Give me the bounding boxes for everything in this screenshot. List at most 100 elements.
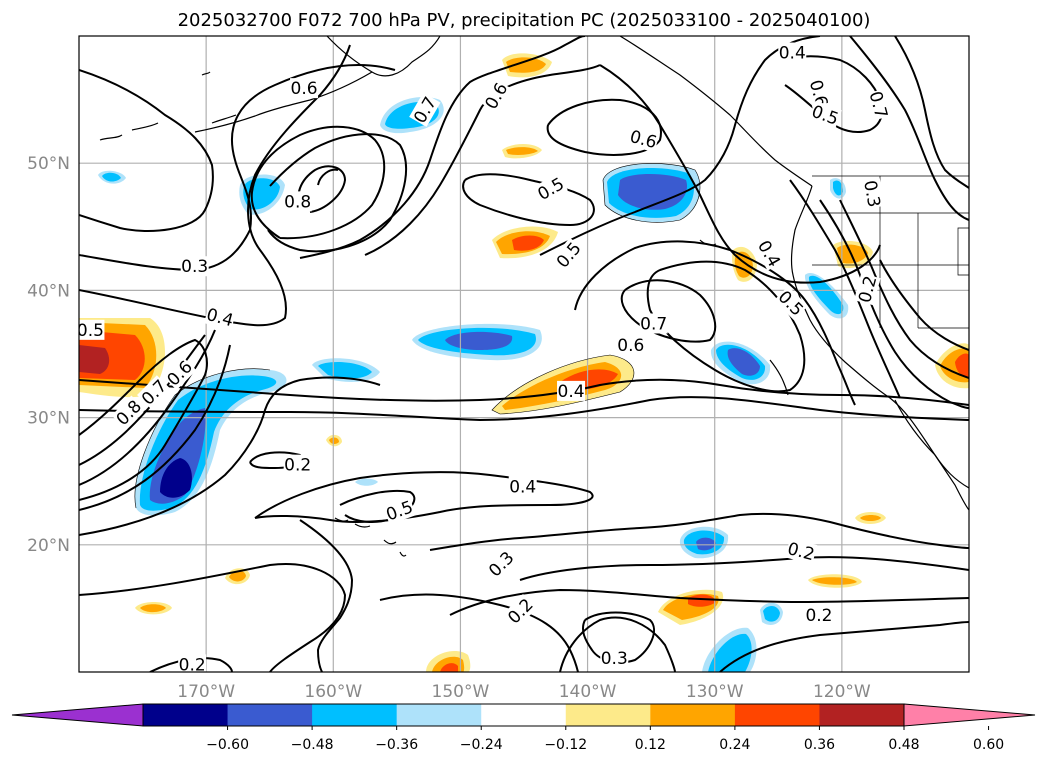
contour-label: 0.2 bbox=[805, 606, 832, 626]
lat-tick-label: 50°N bbox=[27, 154, 70, 174]
pv-contour bbox=[620, 279, 717, 343]
colorbar-tick-label: 0.48 bbox=[888, 737, 919, 753]
lat-tick-label: 40°N bbox=[27, 281, 70, 301]
border-states bbox=[812, 176, 969, 329]
pv-contour bbox=[317, 168, 339, 186]
lat-tick-label: 20°N bbox=[27, 536, 70, 556]
pv-contour bbox=[364, 64, 601, 256]
contour-label-bg bbox=[865, 88, 893, 121]
contour-label-bg bbox=[804, 604, 833, 625]
latitude-axis: 20°N 30°N 40°N 50°N bbox=[27, 154, 70, 556]
contour-label-bg bbox=[382, 496, 416, 525]
pv-contour-outline-thin bbox=[134, 163, 701, 509]
pv-contour bbox=[339, 489, 416, 523]
pv-contour bbox=[519, 556, 969, 581]
negative-precip-areas bbox=[98, 97, 849, 672]
contour-label-bg bbox=[753, 236, 786, 271]
lat-tick-label: 30°N bbox=[27, 409, 70, 429]
contour-label: 0.4 bbox=[779, 44, 806, 64]
contour-label: 0.6 bbox=[291, 79, 318, 99]
contour-label-bg bbox=[178, 654, 207, 672]
pv-contour bbox=[559, 616, 676, 672]
contour-label: 0.3 bbox=[859, 179, 883, 209]
pv-contour bbox=[849, 36, 969, 221]
pv-contour bbox=[719, 621, 969, 672]
colorbar: −0.60 −0.48 −0.36 −0.24 −0.12 0.12 0.24 0.36 0.4… bbox=[11, 703, 1036, 753]
colorbar-tick-label: −0.36 bbox=[375, 737, 418, 753]
coastline-bc-alaska-panhandle bbox=[619, 36, 813, 187]
lon-tick-label: 170°W bbox=[177, 682, 235, 702]
pv-contour bbox=[149, 657, 233, 672]
contour-label-bg bbox=[785, 537, 818, 565]
pv-contour bbox=[879, 259, 969, 351]
colorbar-segment bbox=[312, 704, 398, 726]
contour-label-bg bbox=[79, 319, 105, 340]
pv-contour bbox=[79, 69, 214, 232]
colorbar-tick-label: 0.36 bbox=[804, 737, 835, 753]
colorbar-tick-label: 0.60 bbox=[973, 737, 1004, 753]
contour-label-bg bbox=[484, 546, 519, 581]
contour-label-bg bbox=[111, 395, 146, 430]
contour-label-bg bbox=[774, 286, 808, 321]
contour-label-bg bbox=[204, 303, 237, 331]
contour-label-bg bbox=[290, 78, 319, 99]
pv-contour bbox=[299, 36, 586, 259]
contour-label-bg bbox=[503, 593, 538, 628]
colorbar-segment bbox=[481, 704, 567, 726]
contour-label: 0.3 bbox=[181, 257, 208, 277]
contour-label-bg bbox=[180, 256, 209, 277]
contour-label-bg bbox=[616, 335, 645, 356]
colorbar-frame bbox=[142, 703, 905, 727]
coastline-us-west bbox=[790, 185, 969, 511]
contour-label-bg bbox=[480, 78, 512, 113]
pv-contour bbox=[79, 396, 969, 422]
pv-contour bbox=[79, 64, 396, 272]
pv-contour bbox=[250, 125, 386, 240]
contour-label-bg bbox=[854, 273, 881, 306]
contour-label-bg bbox=[600, 648, 629, 669]
colorbar-segment bbox=[227, 704, 313, 726]
colorbar-tick-label: −0.48 bbox=[291, 737, 334, 753]
lon-tick-label: 130°W bbox=[686, 682, 744, 702]
colorbar-tick-label: −0.24 bbox=[460, 737, 503, 753]
contour-label-bg bbox=[808, 100, 842, 130]
contour-label-bg bbox=[162, 356, 197, 391]
pv-contour bbox=[79, 563, 347, 672]
colorbar-tick-label: 0.24 bbox=[719, 737, 750, 753]
contour-label: 0.6 bbox=[617, 336, 644, 356]
colorbar-segment bbox=[650, 704, 736, 726]
contour-labels: 0.60.7 0.60.40.6 0.70.50.60.8 0.50.50.30.40… bbox=[77, 42, 893, 672]
contour-label: 0.3 bbox=[601, 649, 628, 669]
pv-contour bbox=[539, 36, 821, 256]
positive-precip-areas bbox=[79, 53, 969, 672]
pv-contours bbox=[79, 36, 969, 672]
colorbar-segment bbox=[734, 704, 820, 726]
contour-label-bg bbox=[508, 476, 537, 497]
pv-contour bbox=[429, 512, 969, 551]
pv-contour bbox=[546, 98, 662, 156]
pv-contour bbox=[79, 338, 208, 501]
lon-tick-label: 160°W bbox=[304, 682, 362, 702]
contour-label-bg bbox=[283, 454, 312, 475]
lon-tick-label: 140°W bbox=[559, 682, 617, 702]
contour-label: 0.5 bbox=[77, 321, 104, 341]
colorbar-tick-label: 0.12 bbox=[635, 737, 666, 753]
pv-contour bbox=[299, 519, 354, 672]
contour-label: 0.4 bbox=[509, 477, 536, 497]
contour-label: 0.4 bbox=[558, 382, 585, 402]
pv-contour bbox=[789, 179, 901, 399]
precip-shading bbox=[79, 53, 969, 672]
pv-contour bbox=[599, 64, 881, 284]
colorbar-segment bbox=[565, 704, 651, 726]
colorbar-tick-label: −0.12 bbox=[544, 737, 587, 753]
contour-label-bg bbox=[639, 313, 668, 334]
lon-tick-label: 150°W bbox=[432, 682, 490, 702]
contour-label-bg bbox=[409, 92, 441, 127]
lon-tick-label: 120°W bbox=[813, 682, 871, 702]
contour-label: 0.2 bbox=[284, 456, 311, 476]
pv-contour bbox=[646, 260, 806, 393]
colorbar-tick-label: −0.60 bbox=[206, 737, 249, 753]
pv-contour bbox=[894, 36, 969, 189]
pv-contour bbox=[79, 329, 216, 486]
contour-label-bg bbox=[551, 237, 586, 272]
